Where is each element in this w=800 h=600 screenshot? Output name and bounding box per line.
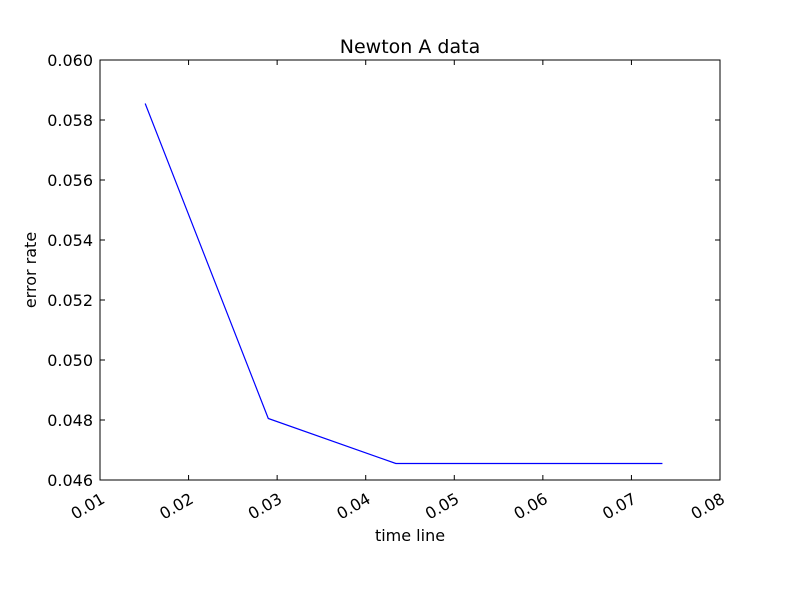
y-axis-label: error rate <box>21 232 40 308</box>
plot-frame <box>99 59 721 481</box>
series-group <box>144 103 663 465</box>
y-tick-label: 0.054 <box>47 231 93 250</box>
y-tick-label: 0.060 <box>47 51 93 70</box>
series-line <box>144 103 663 465</box>
y-tick-label: 0.048 <box>47 411 93 430</box>
y-tick-label: 0.058 <box>47 111 93 130</box>
x-axis-label: time line <box>375 526 445 545</box>
y-tick-label: 0.056 <box>47 171 93 190</box>
y-axis-ticks: 0.046 0.048 0.050 0.052 0.054 0.056 0.058 0.060 <box>47 51 720 490</box>
chart-title: Newton A data <box>340 36 480 58</box>
y-tick-label: 0.052 <box>47 291 93 310</box>
y-tick-label: 0.046 <box>47 471 93 490</box>
y-tick-label: 0.050 <box>47 351 93 370</box>
